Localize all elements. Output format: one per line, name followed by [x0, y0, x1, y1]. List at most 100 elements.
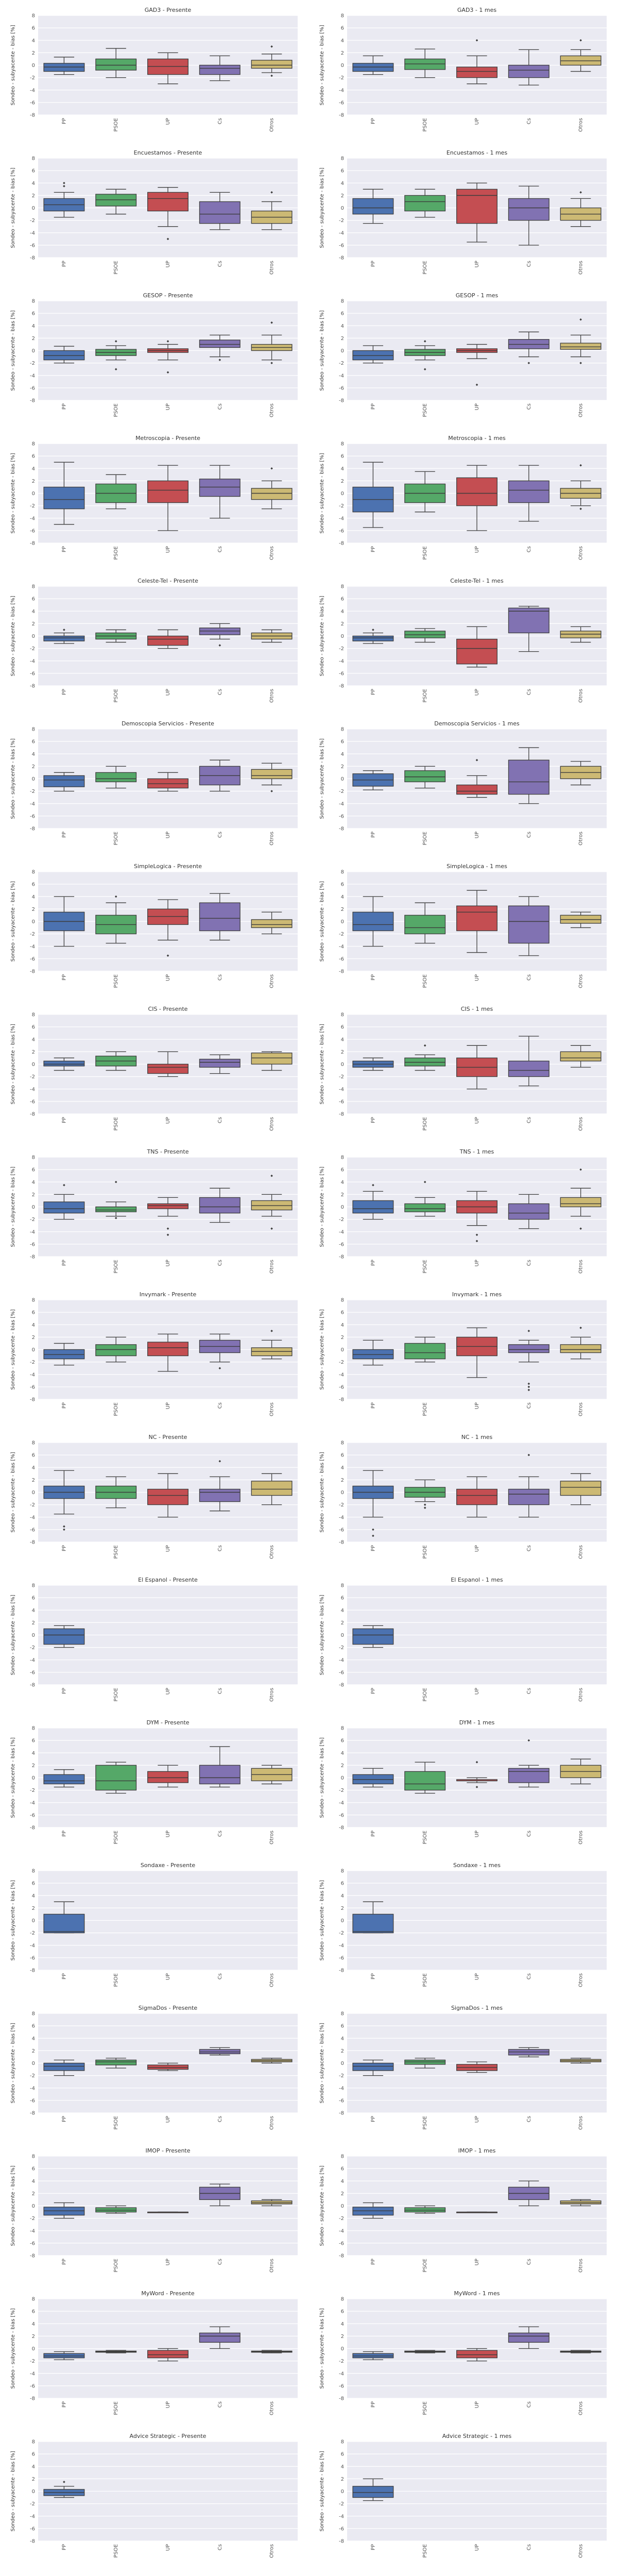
y-tick-label: -6: [339, 2383, 344, 2389]
flier-point: [63, 184, 65, 188]
y-tick-label: -4: [339, 944, 344, 950]
boxplot-panel: -8 -6 -4 -2 0 2 4 6 8 SimpleLogica - 1 mes Sondeo …: [319, 863, 607, 988]
box-psoe: [404, 1761, 446, 1794]
box-pp: [43, 2351, 85, 2360]
x-tick-label: UP: [165, 1973, 171, 1980]
y-tick-label: -8: [30, 1112, 35, 1117]
y-tick-label: 2: [341, 907, 344, 912]
box-up: [456, 890, 497, 953]
box-psoe: [404, 1336, 446, 1363]
boxplot-panel: -8 -6 -4 -2 0 2 4 6 8 Encuestamos - Presente Sonde…: [10, 149, 298, 275]
y-tick-label: 8: [341, 1869, 344, 1874]
x-tick-label: Cs: [526, 2401, 532, 2408]
y-tick-label: -2: [30, 2073, 35, 2079]
box-pp: [43, 346, 85, 364]
x-tick-label: Otros: [269, 974, 275, 988]
chart-title: NC - Presente: [149, 1434, 187, 1440]
box-body: [456, 1488, 497, 1505]
chart-title: Celeste-Tel - Presente: [138, 578, 198, 584]
box-otros: [251, 191, 293, 230]
x-tick-label: Cs: [526, 403, 532, 410]
box-body: [147, 1342, 188, 1357]
y-tick-label: -8: [339, 398, 344, 404]
y-tick-label: 8: [341, 2011, 344, 2017]
box-otros: [560, 1758, 602, 1785]
box-body: [508, 905, 550, 944]
y-tick-label: 6: [341, 882, 344, 888]
y-tick-label: 2: [341, 2191, 344, 2197]
flier-point: [270, 1227, 273, 1230]
y-tick-label: 4: [341, 1608, 344, 1614]
y-tick-label: -2: [339, 1930, 344, 1936]
y-tick-label: 8: [32, 1726, 35, 1732]
box-pp: [352, 1057, 394, 1071]
box-body: [456, 189, 497, 224]
y-tick-label: -8: [30, 2396, 35, 2402]
x-tick-label: Cs: [526, 1402, 532, 1409]
y-tick-label: 2: [341, 1620, 344, 1626]
x-tick-label: UP: [165, 1545, 171, 1552]
y-tick-label: 2: [341, 1478, 344, 1483]
y-tick-label: -4: [30, 1943, 35, 1948]
x-tick-label: UP: [165, 1260, 171, 1266]
y-tick-label: 2: [32, 764, 35, 770]
box-otros: [251, 1473, 293, 1505]
y-tick-label: 4: [32, 324, 35, 329]
chart-title: GESOP - 1 mes: [456, 292, 499, 299]
y-tick-label: 4: [32, 2036, 35, 2042]
box-otros: [251, 1051, 293, 1071]
y-tick-label: -6: [339, 243, 344, 248]
y-tick-label: -2: [339, 789, 344, 794]
x-tick-label: Cs: [217, 974, 223, 980]
x-tick-label: PSOE: [422, 1545, 428, 1559]
y-tick-label: 2: [341, 336, 344, 342]
x-tick-label: Otros: [578, 261, 584, 275]
x-tick-label: UP: [165, 2544, 171, 2551]
y-tick-label: 8: [341, 584, 344, 590]
x-tick-label: UP: [474, 1831, 480, 1837]
flier-point: [527, 1739, 530, 1742]
x-tick-label: PSOE: [422, 1117, 428, 1131]
box-body: [43, 1201, 85, 1214]
flier-point: [475, 1233, 478, 1236]
box-up: [456, 2348, 497, 2362]
flier-point: [63, 1525, 65, 1528]
x-tick-label: UP: [165, 974, 171, 981]
y-tick-label: 8: [32, 1583, 35, 1589]
y-tick-label: 6: [32, 1025, 35, 1030]
x-tick-label: Otros: [578, 974, 584, 988]
y-tick-label: 8: [32, 1155, 35, 1161]
x-tick-label: PSOE: [113, 1545, 119, 1559]
box-body: [251, 488, 293, 500]
flier-point: [270, 1330, 273, 1332]
y-tick-label: -8: [339, 256, 344, 261]
box-body: [404, 195, 446, 212]
box-up: [147, 1765, 188, 1788]
y-tick-label: -4: [339, 230, 344, 236]
box-pp: [43, 57, 85, 75]
x-tick-label: PP: [61, 832, 67, 838]
y-tick-label: -8: [30, 1540, 35, 1546]
x-tick-label: Otros: [578, 1117, 584, 1131]
flier-point: [166, 238, 169, 241]
box-otros: [560, 2350, 602, 2353]
y-tick-label: 6: [341, 2024, 344, 2029]
box-body: [508, 759, 550, 795]
box-otros: [251, 45, 293, 77]
box-up: [456, 1191, 497, 1243]
box-up: [147, 2062, 188, 2071]
flier-point: [579, 39, 582, 42]
y-tick-label: 4: [341, 2321, 344, 2327]
x-tick-label: PP: [61, 118, 67, 124]
flier-point: [166, 954, 169, 957]
y-tick-label: -2: [339, 2359, 344, 2364]
box-psoe: [95, 1476, 137, 1509]
box-cs: [199, 1054, 241, 1074]
y-tick-label: 4: [32, 466, 35, 472]
y-tick-label: 2: [341, 1763, 344, 1769]
box-body: [147, 635, 188, 646]
x-tick-label: PSOE: [113, 974, 119, 988]
y-tick-label: 4: [32, 1180, 35, 1185]
y-tick-label: -6: [339, 1812, 344, 1818]
x-tick-label: Cs: [217, 261, 223, 267]
